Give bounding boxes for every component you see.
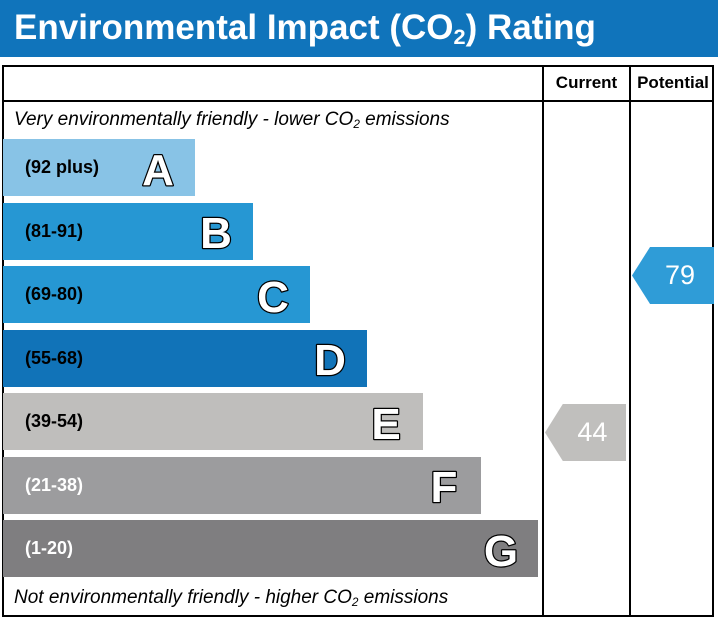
band-letter-a: A <box>141 144 175 192</box>
title-bar: Environmental Impact (CO2) Rating <box>0 0 718 57</box>
current-column-divider <box>542 65 544 617</box>
potential-column-divider <box>629 65 631 617</box>
band-range-label: (21-38) <box>25 474 84 495</box>
svg-text:A: A <box>142 146 174 192</box>
bottom-note-subscript: 2 <box>351 595 359 609</box>
bottom-note-post: emissions <box>358 587 449 608</box>
top-note-post: emissions <box>359 109 450 130</box>
band-range-label: (69-80) <box>25 284 84 304</box>
band-row-g: (1-20) G <box>3 520 538 577</box>
top-note-pre: Very environmentally friendly - lower CO <box>14 109 354 130</box>
band-letter-d: D <box>313 335 347 382</box>
band-letter-b: B <box>199 208 233 255</box>
svg-text:E: E <box>371 400 400 446</box>
svg-text:C: C <box>257 273 289 319</box>
potential-column-header: Potential <box>637 73 709 92</box>
band-row-d: (55-68) D <box>3 329 367 387</box>
band-row-c: (69-80) C <box>3 266 310 323</box>
band-letter-c: C <box>256 271 290 319</box>
page-title: Environmental Impact (CO2) Rating <box>14 0 596 57</box>
current-rating-arrow: 44 <box>545 404 626 461</box>
svg-text:F: F <box>431 463 458 509</box>
title-text-post: ) Rating <box>465 8 596 47</box>
bottom-note-pre: Not environmentally friendly - higher CO <box>14 587 352 608</box>
band-row-e: (39-54) E <box>3 393 423 450</box>
band-row-b: (81-91) B <box>3 202 253 260</box>
band-range-label: (92 plus) <box>25 157 100 177</box>
band-range-label: (39-54) <box>25 411 84 431</box>
band-letter-f: F <box>429 462 458 509</box>
potential-rating-value: 79 <box>664 260 695 290</box>
current-rating-value: 44 <box>577 417 608 447</box>
band-range-label: (81-91) <box>25 220 84 241</box>
top-note-subscript: 2 <box>353 117 360 131</box>
potential-rating-arrow: 79 <box>632 247 714 304</box>
current-column-header: Current <box>555 73 618 92</box>
bottom-note: Not environmentally friendly - higher CO… <box>14 581 448 614</box>
svg-text:D: D <box>314 336 346 382</box>
band-row-f: (21-38) F <box>3 456 481 514</box>
band-row-a: (92 plus) A <box>3 139 195 196</box>
top-note: Very environmentally friendly - lower CO… <box>14 102 450 138</box>
band-range-label: (1-20) <box>25 538 74 558</box>
header-row-divider <box>2 100 714 102</box>
svg-text:B: B <box>200 209 232 255</box>
band-letter-g: G <box>483 525 520 573</box>
svg-text:G: G <box>484 527 518 573</box>
title-text-pre: Environmental Impact (CO <box>14 8 454 47</box>
band-range-label: (55-68) <box>25 347 84 368</box>
band-letter-e: E <box>370 398 402 446</box>
title-subscript: 2 <box>453 23 466 49</box>
